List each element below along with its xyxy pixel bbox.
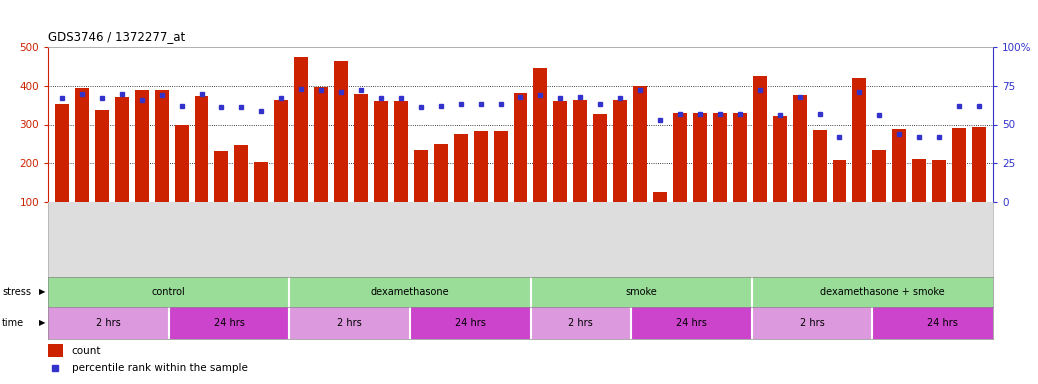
Bar (573, 100, 588, 241)
Bar (553, 101, 568, 241)
Bar (334, 61, 348, 241)
Bar (713, 113, 727, 241)
Bar (174, 125, 189, 241)
Bar (793, 96, 807, 241)
Bar (155, 89, 168, 241)
Text: 24 hrs: 24 hrs (214, 318, 244, 328)
Bar (168, 307, 290, 339)
Text: smoke: smoke (625, 287, 657, 297)
Bar (633, 86, 647, 241)
Text: ▶: ▶ (39, 318, 46, 328)
Bar (454, 134, 468, 241)
Bar (832, 160, 846, 241)
Bar (315, 87, 328, 241)
Bar (932, 160, 947, 241)
Bar (75, 88, 89, 241)
Bar (473, 131, 488, 241)
Bar (94, 110, 109, 241)
Text: 24 hrs: 24 hrs (676, 318, 707, 328)
Text: count: count (72, 346, 101, 356)
Bar (653, 192, 667, 241)
Text: percentile rank within the sample: percentile rank within the sample (72, 363, 247, 373)
Bar (115, 97, 129, 241)
Bar (893, 129, 906, 241)
Bar (514, 93, 527, 241)
Bar (354, 94, 368, 241)
Bar (48, 344, 62, 357)
Text: time: time (2, 318, 24, 328)
Bar (872, 307, 1013, 339)
Bar (55, 104, 69, 241)
Bar (434, 144, 447, 241)
Bar (753, 76, 767, 241)
Bar (294, 57, 308, 241)
Bar (733, 113, 746, 241)
Bar (194, 96, 209, 241)
Bar (693, 113, 707, 241)
Text: 2 hrs: 2 hrs (95, 318, 120, 328)
Bar (48, 307, 168, 339)
Text: dexamethasone + smoke: dexamethasone + smoke (820, 287, 945, 297)
Text: 24 hrs: 24 hrs (927, 318, 958, 328)
Bar (772, 116, 787, 241)
Bar (494, 131, 508, 241)
Bar (274, 101, 289, 241)
Bar (530, 307, 631, 339)
Bar (374, 101, 388, 241)
Bar (414, 151, 428, 241)
Text: 2 hrs: 2 hrs (569, 318, 593, 328)
Bar (135, 90, 148, 241)
Bar (752, 307, 872, 339)
Bar (410, 307, 530, 339)
Text: ▶: ▶ (39, 288, 46, 296)
Bar (631, 307, 752, 339)
Bar (534, 68, 547, 241)
Text: dexamethasone: dexamethasone (371, 287, 449, 297)
Bar (952, 128, 966, 241)
Bar (215, 151, 228, 241)
Bar (673, 113, 687, 241)
Bar (613, 101, 627, 241)
Bar (972, 127, 986, 241)
Bar (912, 159, 926, 241)
Bar (594, 114, 607, 241)
Bar (852, 78, 867, 241)
Bar (393, 101, 408, 241)
Bar (813, 130, 826, 241)
Text: stress: stress (2, 287, 31, 297)
Text: GDS3746 / 1372277_at: GDS3746 / 1372277_at (48, 30, 185, 43)
Bar (872, 151, 886, 241)
Text: 2 hrs: 2 hrs (337, 318, 362, 328)
Text: 24 hrs: 24 hrs (455, 318, 486, 328)
Bar (235, 146, 248, 241)
Text: control: control (152, 287, 186, 297)
Bar (254, 162, 268, 241)
Bar (290, 307, 410, 339)
Text: 2 hrs: 2 hrs (799, 318, 824, 328)
